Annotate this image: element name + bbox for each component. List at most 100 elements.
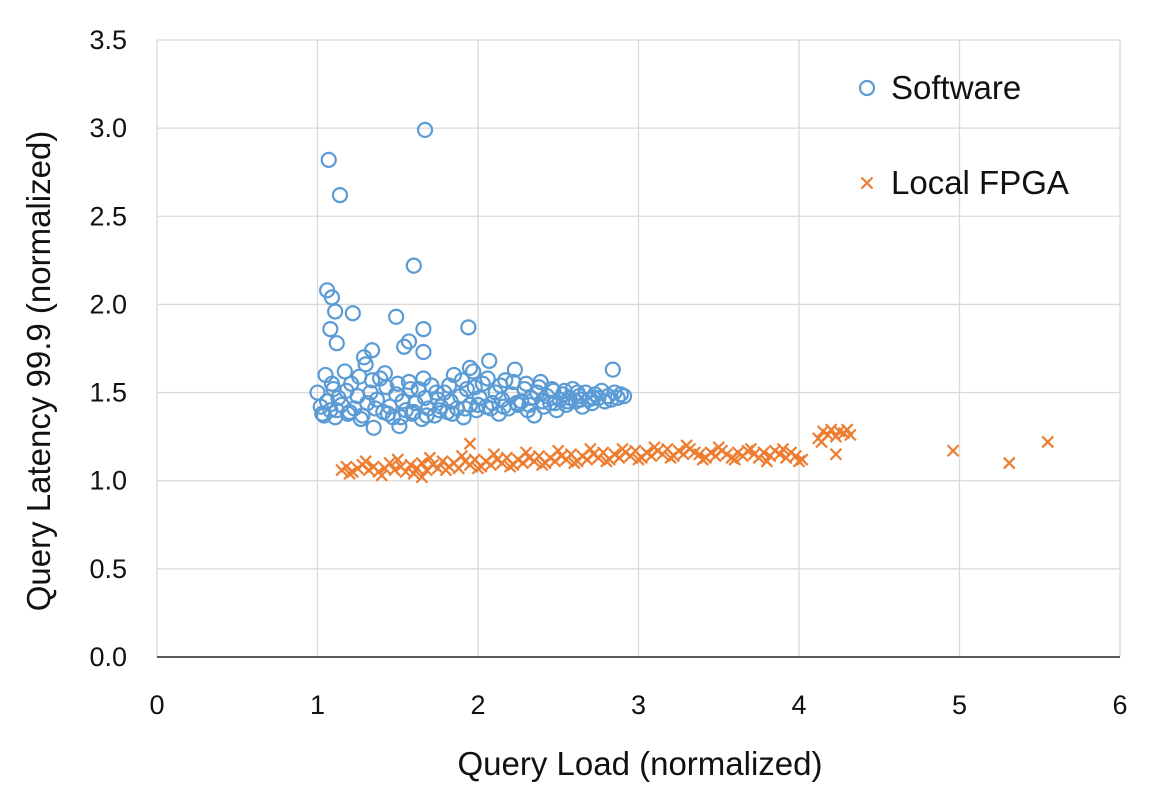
local-fpga-point: [1041, 435, 1055, 449]
local-fpga-point: [551, 444, 565, 458]
software-point: [416, 121, 434, 139]
local-fpga-point: [584, 442, 597, 456]
software-point: [428, 384, 445, 401]
legend-label: Software: [891, 69, 1021, 106]
local-fpga-point: [375, 469, 388, 482]
y-tick-label: 2.5: [89, 201, 127, 231]
x-tick-labels: 0 1 2 3 4 5 6: [149, 690, 1127, 720]
local-fpga-point: [535, 458, 549, 472]
software-point: [405, 257, 422, 274]
software-point: [376, 365, 394, 382]
legend: Software Local FPGA: [858, 69, 1069, 201]
y-tick-label: 0.0: [89, 642, 127, 672]
local-fpga-point: [815, 435, 828, 449]
software-point: [604, 361, 621, 378]
software-point: [465, 363, 482, 380]
software-point: [391, 417, 408, 435]
software-point: [396, 338, 413, 355]
local-fpga-point: [388, 463, 401, 477]
x-tick-label: 0: [149, 690, 164, 720]
local-fpga-point: [439, 463, 453, 477]
x-tick-label: 1: [310, 690, 325, 720]
y-tick-label: 3.0: [89, 113, 127, 143]
local-fpga-point: [829, 447, 843, 461]
y-tick-label: 1.5: [89, 378, 127, 408]
local-fpga-point: [415, 456, 429, 470]
local-fpga-point: [792, 455, 806, 468]
software-point: [400, 333, 418, 350]
local-fpga-point: [600, 455, 613, 468]
local-fpga-point: [519, 446, 533, 459]
y-tick-label: 2.0: [89, 289, 127, 319]
local-fpga-point: [407, 467, 421, 480]
software-point: [320, 151, 337, 168]
x-tick-label: 6: [1112, 690, 1127, 720]
local-fpga-point: [712, 440, 726, 454]
software-point: [402, 380, 419, 398]
software-point: [506, 361, 524, 378]
data-points: [309, 121, 1055, 484]
local-fpga-point: [487, 447, 501, 461]
local-fpga-point: [776, 442, 790, 456]
software-point: [453, 372, 471, 389]
software-point: [415, 343, 432, 361]
software-point: [368, 391, 385, 408]
software-point: [388, 308, 405, 325]
local-fpga-point: [648, 440, 661, 454]
software-point: [365, 419, 382, 436]
software-point: [466, 379, 483, 396]
series-local-fpga: [335, 423, 1055, 484]
software-point: [474, 375, 491, 392]
local-fpga-point: [1002, 456, 1016, 470]
local-fpga-point: [616, 442, 629, 456]
software-point: [481, 352, 498, 369]
local-fpga-point: [503, 460, 517, 473]
legend-item: Software: [858, 69, 1021, 106]
software-point: [338, 382, 355, 399]
software-point: [415, 370, 432, 387]
y-tick-label: 3.5: [89, 25, 127, 55]
local-fpga-point: [463, 437, 477, 450]
software-point: [415, 321, 432, 338]
software-point: [322, 321, 339, 338]
software-point: [331, 187, 349, 204]
legend-item: Local FPGA: [860, 164, 1069, 201]
local-fpga-point: [760, 455, 774, 468]
series-software: [309, 121, 633, 436]
y-axis-title: Query Latency 99.9 (normalized): [20, 131, 57, 612]
software-point: [615, 387, 633, 405]
x-tick-label: 2: [470, 690, 485, 720]
x-tick-label: 4: [791, 690, 806, 720]
software-point: [460, 319, 477, 336]
y-tick-label: 1.0: [89, 466, 127, 496]
software-point: [363, 342, 381, 359]
software-point: [323, 375, 341, 392]
local-fpga-point: [423, 451, 437, 465]
local-fpga-point: [343, 467, 356, 480]
local-fpga-point: [632, 453, 645, 466]
software-point: [569, 384, 586, 401]
y-tick-label: 0.5: [89, 554, 127, 584]
software-point: [585, 389, 602, 406]
software-point: [458, 380, 475, 398]
software-point: [461, 359, 479, 376]
local-fpga-point: [415, 470, 429, 484]
software-point: [354, 407, 371, 424]
software-point: [548, 402, 565, 419]
software-point: [344, 305, 361, 322]
local-fpga-point: [728, 453, 742, 466]
software-point: [357, 356, 374, 373]
local-fpga-point: [680, 439, 693, 452]
local-fpga-point: [471, 462, 485, 475]
local-fpga-point: [383, 456, 397, 470]
grid-lines: [156, 39, 1121, 657]
legend-x-marker: [860, 176, 874, 190]
local-fpga-point: [455, 449, 469, 463]
legend-circle-marker: [858, 79, 876, 97]
local-fpga-point: [359, 455, 372, 468]
software-point: [497, 372, 514, 389]
y-tick-labels: 0.0 0.5 1.0 1.5 2.0 2.5 3.0 3.5: [89, 25, 127, 672]
software-point: [327, 303, 344, 320]
